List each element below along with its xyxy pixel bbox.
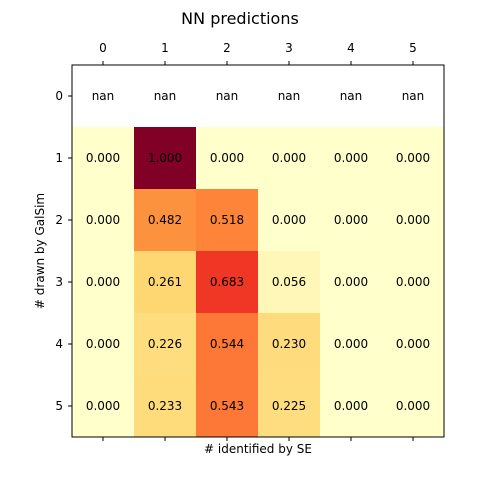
- heatmap-cell-r5-c3: [258, 375, 321, 438]
- heatmap-cell-r3-c3: [258, 251, 321, 314]
- heatmap-cell-r0-c3: [258, 65, 321, 128]
- cell-value-r5-c1: 0.233: [148, 399, 182, 413]
- heatmap-cell-r2-c5: [382, 189, 445, 252]
- y-axis-label: # drawn by GalSim: [33, 193, 47, 309]
- heatmap-cell-r5-c1: [134, 375, 197, 438]
- heatmap-cell-r1-c0: [72, 127, 135, 190]
- cell-value-r2-c3: 0.000: [272, 213, 306, 227]
- cell-value-r0-c5: nan: [402, 89, 425, 103]
- heatmap-cell-r4-c4: [320, 313, 383, 376]
- cell-value-r0-c4: nan: [340, 89, 363, 103]
- cell-value-labels: nan nan nan nan nan nan 0.000 1.000 0.000 0.000 0.…: [86, 89, 430, 413]
- heatmap-cell-r0-c5: [382, 65, 445, 128]
- x-tick-label-4: 4: [347, 41, 355, 55]
- y-tick-label-0: 0: [55, 89, 63, 103]
- heatmap-cell-r1-c1: [134, 127, 197, 190]
- heatmap-cells: [72, 65, 445, 438]
- cell-value-r4-c1: 0.226: [148, 337, 182, 351]
- cell-value-r2-c1: 0.482: [148, 213, 182, 227]
- x-tick-label-0: 0: [99, 41, 107, 55]
- heatmap-cell-r0-c2: [196, 65, 259, 128]
- heatmap-cell-r4-c2: [196, 313, 259, 376]
- cell-value-r2-c5: 0.000: [396, 213, 430, 227]
- cell-value-r5-c4: 0.000: [334, 399, 368, 413]
- cell-value-r3-c0: 0.000: [86, 275, 120, 289]
- plot-frame: [71, 64, 445, 438]
- y-tick-label-1: 1: [55, 151, 63, 165]
- cell-value-r3-c3: 0.056: [272, 275, 306, 289]
- cell-value-r1-c5: 0.000: [396, 151, 430, 165]
- y-tick-label-5: 5: [55, 399, 63, 413]
- cell-value-r0-c3: nan: [278, 89, 301, 103]
- heatmap-cell-r4-c0: [72, 313, 135, 376]
- cell-value-r1-c2: 0.000: [210, 151, 244, 165]
- cell-value-r5-c0: 0.000: [86, 399, 120, 413]
- cell-value-r3-c1: 0.261: [148, 275, 182, 289]
- heatmap-cell-r3-c5: [382, 251, 445, 314]
- y-axis-ticks: 0 1 2 3 4 5: [55, 89, 72, 413]
- x-tick-label-5: 5: [409, 41, 417, 55]
- heatmap-cell-r4-c3: [258, 313, 321, 376]
- cell-value-r1-c0: 0.000: [86, 151, 120, 165]
- cell-value-r2-c4: 0.000: [334, 213, 368, 227]
- heatmap-cell-r1-c2: [196, 127, 259, 190]
- y-tick-label-4: 4: [55, 337, 63, 351]
- cell-value-r4-c2: 0.544: [210, 337, 244, 351]
- heatmap-cell-r5-c5: [382, 375, 445, 438]
- y-tick-label-3: 3: [55, 275, 63, 289]
- heatmap-cell-r0-c4: [320, 65, 383, 128]
- heatmap-cell-r3-c4: [320, 251, 383, 314]
- x-tick-label-1: 1: [161, 41, 169, 55]
- heatmap-cell-r2-c0: [72, 189, 135, 252]
- x-tick-label-3: 3: [285, 41, 293, 55]
- cell-value-r5-c3: 0.225: [272, 399, 306, 413]
- cell-value-r4-c3: 0.230: [272, 337, 306, 351]
- chart-title: NN predictions: [181, 9, 299, 28]
- cell-value-r1-c1: 1.000: [148, 151, 182, 165]
- cell-value-r1-c3: 0.000: [272, 151, 306, 165]
- cell-value-r4-c4: 0.000: [334, 337, 368, 351]
- x-tick-label-2: 2: [223, 41, 231, 55]
- x-axis-ticks: 0 1 2 3 4 5: [99, 41, 417, 441]
- cell-value-r3-c5: 0.000: [396, 275, 430, 289]
- heatmap-cell-r3-c2: [196, 251, 259, 314]
- cell-value-r4-c0: 0.000: [86, 337, 120, 351]
- heatmap-cell-r2-c4: [320, 189, 383, 252]
- x-axis-label: # identified by SE: [204, 442, 312, 456]
- heatmap-cell-r0-c0: [72, 65, 135, 128]
- cell-value-r3-c2: 0.683: [210, 275, 244, 289]
- heatmap-cell-r2-c1: [134, 189, 197, 252]
- cell-value-r5-c2: 0.543: [210, 399, 244, 413]
- heatmap-cell-r0-c1: [134, 65, 197, 128]
- cell-value-r0-c0: nan: [92, 89, 115, 103]
- heatmap-cell-r2-c3: [258, 189, 321, 252]
- heatmap-cell-r5-c0: [72, 375, 135, 438]
- heatmap-cell-r5-c2: [196, 375, 259, 438]
- heatmap-cell-r5-c4: [320, 375, 383, 438]
- heatmap-cell-r4-c5: [382, 313, 445, 376]
- cell-value-r2-c0: 0.000: [86, 213, 120, 227]
- heatmap-cell-r3-c1: [134, 251, 197, 314]
- heatmap-cell-r4-c1: [134, 313, 197, 376]
- heatmap-cell-r1-c3: [258, 127, 321, 190]
- heatmap-cell-r2-c2: [196, 189, 259, 252]
- cell-value-r2-c2: 0.518: [210, 213, 244, 227]
- y-tick-label-2: 2: [55, 213, 63, 227]
- cell-value-r1-c4: 0.000: [334, 151, 368, 165]
- cell-value-r3-c4: 0.000: [334, 275, 368, 289]
- cell-value-r5-c5: 0.000: [396, 399, 430, 413]
- heatmap-cell-r3-c0: [72, 251, 135, 314]
- cell-value-r0-c1: nan: [154, 89, 177, 103]
- cell-value-r4-c5: 0.000: [396, 337, 430, 351]
- cell-value-r0-c2: nan: [216, 89, 239, 103]
- heatmap-cell-r1-c4: [320, 127, 383, 190]
- heatmap-cell-r1-c5: [382, 127, 445, 190]
